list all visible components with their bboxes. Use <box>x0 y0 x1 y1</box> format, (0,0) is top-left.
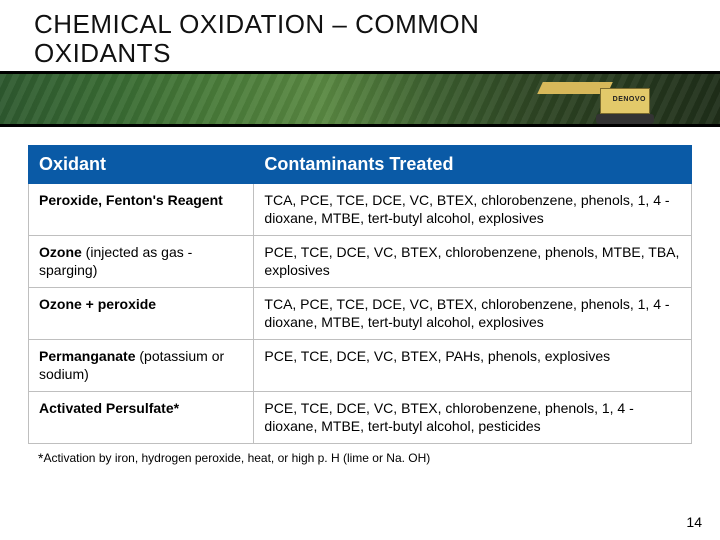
oxidant-main: Peroxide, Fenton's Reagent <box>39 192 223 208</box>
excavator-graphic: DENOVO <box>500 82 660 122</box>
oxidant-main: Ozone + peroxide <box>39 296 156 312</box>
table-header-row: Oxidant Contaminants Treated <box>29 146 692 184</box>
footnote: *Activation by iron, hydrogen peroxide, … <box>28 444 692 466</box>
cell-oxidant: Peroxide, Fenton's Reagent <box>29 184 254 236</box>
header-oxidant: Oxidant <box>29 146 254 184</box>
slide-title: CHEMICAL OXIDATION – COMMON OXIDANTS <box>0 0 720 71</box>
page-number: 14 <box>686 514 702 530</box>
oxidant-main: Ozone <box>39 244 82 260</box>
table-row: Ozone (injected as gas - sparging) PCE, … <box>29 236 692 288</box>
oxidant-main: Activated Persulfate* <box>39 400 179 416</box>
oxidant-main: Permanganate <box>39 348 135 364</box>
cell-contaminants: PCE, TCE, DCE, VC, BTEX, chlorobenzene, … <box>254 392 692 444</box>
slide: CHEMICAL OXIDATION – COMMON OXIDANTS DEN… <box>0 0 720 540</box>
table-row: Ozone + peroxide TCA, PCE, TCE, DCE, VC,… <box>29 288 692 340</box>
table-container: Oxidant Contaminants Treated Peroxide, F… <box>0 127 720 466</box>
cell-contaminants: TCA, PCE, TCE, DCE, VC, BTEX, chlorobenz… <box>254 288 692 340</box>
title-line-1: CHEMICAL OXIDATION – COMMON <box>34 9 479 39</box>
cell-contaminants: PCE, TCE, DCE, VC, BTEX, PAHs, phenols, … <box>254 340 692 392</box>
table-row: Permanganate (potassium or sodium) PCE, … <box>29 340 692 392</box>
table-row: Activated Persulfate* PCE, TCE, DCE, VC,… <box>29 392 692 444</box>
header-contaminants: Contaminants Treated <box>254 146 692 184</box>
table-row: Peroxide, Fenton's Reagent TCA, PCE, TCE… <box>29 184 692 236</box>
footnote-text: Activation by iron, hydrogen peroxide, h… <box>43 451 430 465</box>
photo-banner: DENOVO <box>0 71 720 127</box>
cell-oxidant: Permanganate (potassium or sodium) <box>29 340 254 392</box>
title-line-2: OXIDANTS <box>34 38 171 68</box>
cell-contaminants: TCA, PCE, TCE, DCE, VC, BTEX, chlorobenz… <box>254 184 692 236</box>
cell-contaminants: PCE, TCE, DCE, VC, BTEX, chlorobenzene, … <box>254 236 692 288</box>
oxidants-table: Oxidant Contaminants Treated Peroxide, F… <box>28 145 692 444</box>
machine-label: DENOVO <box>613 96 646 103</box>
cell-oxidant: Ozone + peroxide <box>29 288 254 340</box>
cell-oxidant: Ozone (injected as gas - sparging) <box>29 236 254 288</box>
cell-oxidant: Activated Persulfate* <box>29 392 254 444</box>
